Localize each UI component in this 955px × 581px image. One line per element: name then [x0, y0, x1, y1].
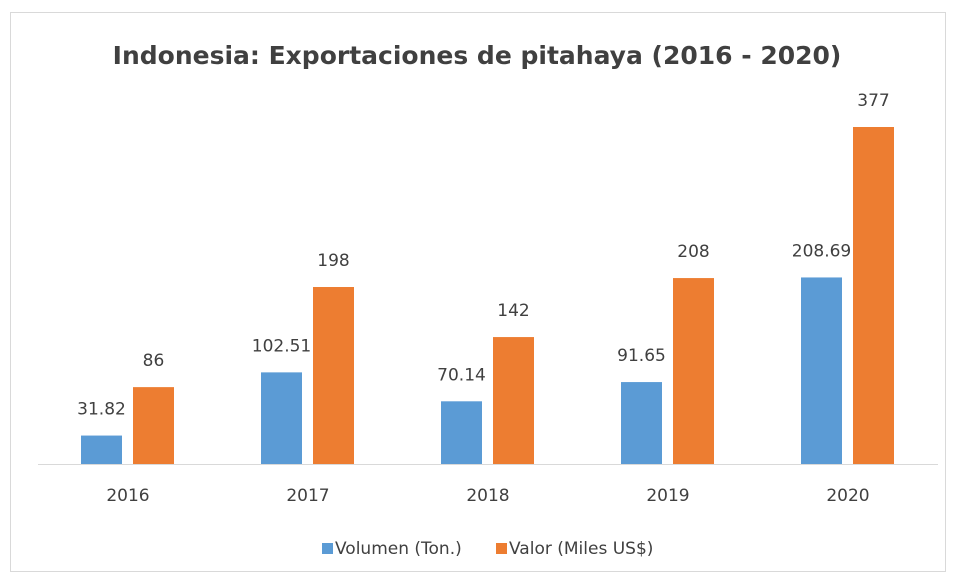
data-label: 31.82: [77, 400, 126, 420]
bar: [853, 127, 894, 464]
bar: [493, 337, 534, 464]
legend-label: Valor (Miles US$): [509, 539, 653, 559]
legend-swatch: [322, 543, 333, 554]
x-tick-label: 2017: [286, 486, 329, 506]
bar: [261, 372, 302, 464]
data-label: 208: [677, 242, 709, 262]
legend-swatch: [496, 543, 507, 554]
legend-label: Volumen (Ton.): [335, 539, 462, 559]
data-label: 86: [143, 351, 165, 371]
data-label: 198: [317, 251, 349, 271]
bar: [801, 277, 842, 464]
chart-border: [10, 12, 946, 572]
data-label: 377: [857, 91, 889, 111]
x-tick-label: 2019: [646, 486, 689, 506]
data-label: 102.51: [252, 336, 311, 356]
bar: [313, 287, 354, 464]
data-label: 70.14: [437, 365, 486, 385]
data-label: 142: [497, 301, 529, 321]
bar: [441, 401, 482, 464]
data-label: 208.69: [792, 241, 851, 261]
bar: [81, 435, 122, 464]
data-label: 91.65: [617, 346, 666, 366]
bar: [133, 387, 174, 464]
bar: [673, 278, 714, 464]
chart-title: Indonesia: Exportaciones de pitahaya (20…: [113, 41, 842, 70]
x-tick-label: 2018: [466, 486, 509, 506]
bar: [621, 382, 662, 464]
x-tick-label: 2016: [106, 486, 149, 506]
x-tick-label: 2020: [826, 486, 869, 506]
